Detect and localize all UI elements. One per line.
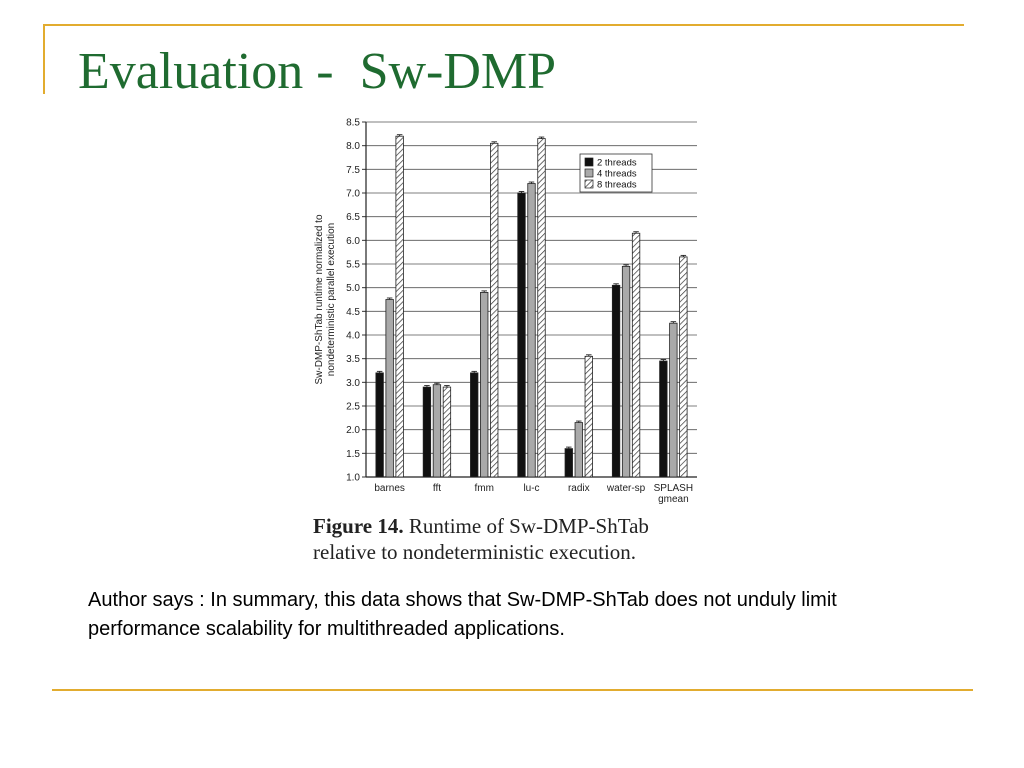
x-tick-label: fft: [433, 483, 441, 494]
y-tick-label: 3.0: [346, 378, 360, 389]
y-tick-label: 1.0: [346, 473, 360, 484]
top-rule: [43, 24, 964, 26]
x-tick-label: SPLASH: [654, 483, 693, 494]
bar: [564, 448, 573, 478]
bar: [631, 232, 641, 478]
bar: [584, 355, 593, 478]
y-tick-label: 2.5: [346, 402, 360, 413]
bar: [490, 142, 499, 478]
y-tick-label: 4.0: [346, 331, 360, 342]
y-tick-label: 3.5: [346, 354, 360, 365]
left-rule: [43, 24, 45, 94]
y-tick-label: 1.5: [346, 449, 360, 460]
x-tick-label: fmm: [474, 483, 493, 494]
x-tick-label: water-sp: [606, 483, 646, 494]
x-tick-label: lu-c: [523, 483, 539, 494]
y-axis-label: nondeterministic parallel execution: [326, 223, 337, 376]
bar: [395, 135, 404, 478]
y-tick-label: 7.0: [346, 189, 360, 200]
y-tick-label: 6.5: [346, 212, 360, 223]
bar: [621, 265, 631, 478]
x-tick-label: barnes: [374, 483, 405, 494]
y-tick-label: 2.0: [346, 425, 360, 436]
bar: [517, 192, 526, 478]
bar: [537, 138, 546, 478]
summary-text: Author says : In summary, this data show…: [88, 589, 837, 640]
y-tick-label: 8.0: [346, 141, 360, 152]
figure-caption-text: Runtime of Sw-DMP-ShTab relative to nond…: [313, 514, 649, 564]
legend-label: 8 threads: [597, 180, 637, 191]
bar-chart: 1.0 1.5 2.0 2.5 3.0 3.5 4.0 4.5 5.0 5.5 6.0 6.5 7.0 7…: [314, 118, 697, 505]
bar: [679, 256, 688, 478]
bar: [422, 386, 432, 478]
bar: [385, 299, 394, 478]
legend-label: 2 threads: [597, 158, 637, 169]
legend-swatch: [584, 168, 594, 178]
bar: [442, 386, 452, 478]
y-axis-label: Sw-DMP-ShTab runtime normalized to: [314, 214, 325, 384]
bar: [611, 284, 621, 478]
y-tick-label: 5.5: [346, 260, 360, 271]
bar: [574, 422, 583, 478]
bar: [480, 291, 489, 478]
slide-title: Evaluation - Sw-DMP: [78, 43, 557, 100]
x-tick-label: radix: [568, 483, 590, 494]
x-tick-label: gmean: [658, 494, 689, 505]
figure: 1.0 1.5 2.0 2.5 3.0 3.5 4.0 4.5 5.0 5.5 6.0 6.5 7.0 7…: [300, 110, 710, 570]
legend-swatch: [584, 179, 594, 189]
y-tick-label: 8.5: [346, 118, 360, 129]
bar: [527, 183, 536, 478]
bar: [470, 372, 479, 478]
bar: [375, 372, 384, 478]
bottom-rule: [52, 689, 973, 691]
bar: [669, 322, 678, 478]
figure-label: Figure 14.: [313, 514, 404, 538]
legend-swatch: [584, 157, 594, 167]
bar: [659, 360, 668, 478]
y-tick-label: 6.0: [346, 236, 360, 247]
figure-caption: Figure 14. Runtime of Sw-DMP-ShTab relat…: [313, 513, 713, 565]
y-tick-label: 5.0: [346, 283, 360, 294]
legend-label: 4 threads: [597, 169, 637, 180]
bar: [432, 384, 442, 478]
y-tick-label: 7.5: [346, 165, 360, 176]
y-tick-label: 4.5: [346, 307, 360, 318]
